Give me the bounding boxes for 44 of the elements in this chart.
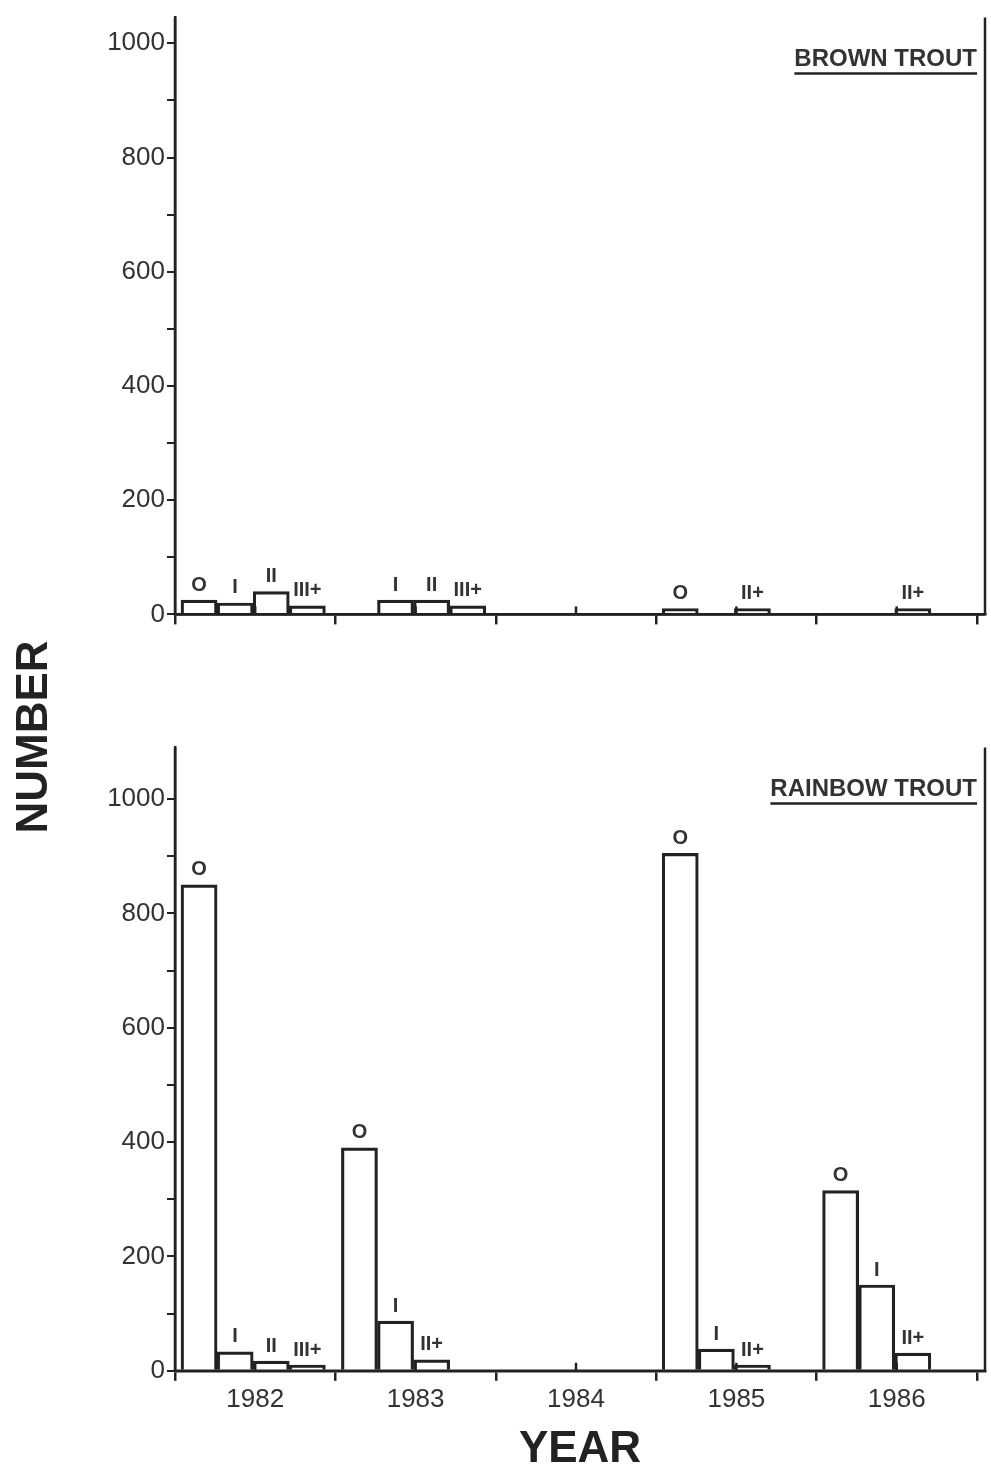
annotation: O	[672, 825, 689, 848]
y-tick-label: 400	[121, 369, 165, 400]
annotation: O	[191, 572, 207, 595]
y-axis-title: NUMBER	[7, 639, 57, 836]
y-tick-label: 800	[121, 896, 165, 927]
annotation: II	[265, 1333, 277, 1356]
annotation: I	[873, 1257, 880, 1280]
y-tick-label: 600	[121, 1010, 165, 1041]
text: RAINBOW TROUT	[770, 773, 978, 801]
y-tick-label: 0	[150, 597, 165, 628]
annotation: I	[232, 1324, 238, 1347]
y-tick-label: 600	[121, 254, 165, 285]
annotation: I	[392, 572, 399, 595]
annotation: O	[191, 857, 207, 880]
annotation: II+	[420, 1332, 444, 1355]
annotation: III+	[293, 1337, 322, 1360]
annotation: I	[392, 1293, 399, 1316]
x-tick-label: 1982	[226, 1382, 285, 1413]
annotation: II+	[741, 581, 764, 604]
annotation: I	[232, 575, 238, 598]
annotation: III+	[453, 578, 482, 601]
annotation: III+	[293, 578, 322, 601]
annotation: I	[713, 1321, 720, 1344]
annotation: II+	[741, 1337, 764, 1360]
x-tick-label: 1985	[707, 1382, 766, 1413]
text: BROWN TROUT	[794, 43, 978, 71]
y-tick-label: 200	[121, 1239, 165, 1270]
y-tick-label: 400	[121, 1125, 165, 1156]
y-tick-label: 1000	[107, 782, 165, 813]
y-tick-label: 200	[121, 483, 165, 514]
annotation: II	[426, 572, 438, 595]
x-axis-title: YEAR	[517, 1422, 643, 1472]
annotation: II+	[901, 1325, 925, 1348]
annotation: O	[672, 581, 689, 604]
y-tick-label: 1000	[107, 26, 165, 57]
y-tick-label: 0	[150, 1353, 165, 1384]
x-tick-label: 1984	[547, 1382, 605, 1413]
annotation: O	[832, 1163, 849, 1186]
annotation: II	[265, 564, 277, 587]
annotation: II+	[901, 581, 925, 604]
annotation: O	[351, 1120, 368, 1143]
x-tick-label: 1986	[867, 1382, 926, 1413]
y-tick-label: 800	[121, 140, 165, 171]
x-tick-label: 1983	[386, 1382, 445, 1413]
